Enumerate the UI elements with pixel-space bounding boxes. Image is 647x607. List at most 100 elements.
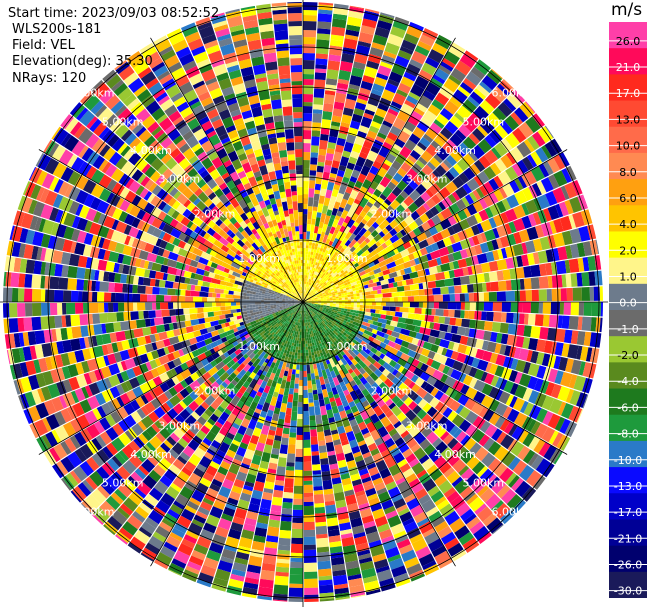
velocity-gate <box>370 145 381 154</box>
velocity-gate <box>547 275 553 289</box>
velocity-gate <box>469 302 476 311</box>
velocity-gate <box>556 288 561 301</box>
velocity-gate <box>325 238 331 245</box>
velocity-gate <box>330 256 335 261</box>
velocity-gate <box>336 269 341 274</box>
velocity-gate <box>532 212 542 226</box>
velocity-gate <box>377 207 385 214</box>
velocity-gate <box>386 131 398 142</box>
velocity-gate <box>279 444 288 455</box>
velocity-gate <box>484 207 494 219</box>
velocity-gate <box>283 492 293 499</box>
velocity-gate <box>273 584 289 595</box>
velocity-gate <box>576 272 583 287</box>
velocity-gate <box>317 388 323 394</box>
velocity-gate <box>329 294 333 297</box>
velocity-gate <box>522 187 534 202</box>
velocity-gate <box>297 401 303 408</box>
velocity-gate <box>351 212 359 222</box>
velocity-gate <box>397 82 412 94</box>
velocity-gate <box>354 284 358 288</box>
velocity-gate <box>364 311 372 317</box>
velocity-gate <box>406 25 423 39</box>
velocity-gate <box>411 50 427 65</box>
velocity-gate <box>325 152 334 162</box>
velocity-gate <box>325 78 338 86</box>
velocity-gate <box>426 175 436 185</box>
velocity-gate <box>329 295 333 298</box>
velocity-gate <box>370 120 382 130</box>
velocity-gate <box>324 249 329 254</box>
velocity-gate <box>392 316 399 322</box>
velocity-gate <box>466 214 479 227</box>
velocity-gate <box>401 174 413 185</box>
velocity-gate <box>473 283 483 293</box>
velocity-gate <box>306 290 308 294</box>
velocity-gate <box>374 253 380 260</box>
velocity-gate <box>385 244 395 253</box>
velocity-gate <box>329 297 333 300</box>
velocity-gate <box>360 261 367 268</box>
velocity-gate <box>435 232 444 241</box>
velocity-gate <box>332 574 348 586</box>
velocity-gate <box>357 257 367 266</box>
velocity-gate <box>516 255 524 268</box>
velocity-gate <box>289 583 303 588</box>
velocity-gate <box>247 313 251 317</box>
velocity-gate <box>389 234 400 244</box>
velocity-gate <box>307 296 311 299</box>
velocity-gate <box>385 297 390 302</box>
velocity-gate <box>558 201 569 217</box>
velocity-gate <box>448 166 460 179</box>
velocity-gate <box>353 107 365 117</box>
velocity-gate <box>439 255 450 265</box>
velocity-gate <box>369 305 374 310</box>
velocity-gate <box>365 308 371 313</box>
velocity-gate <box>425 245 434 254</box>
velocity-gate <box>353 296 357 300</box>
velocity-gate <box>327 141 337 150</box>
velocity-gate <box>370 215 377 223</box>
velocity-gate <box>450 68 467 83</box>
velocity-gate <box>483 195 494 207</box>
velocity-gate <box>417 141 427 151</box>
velocity-gate <box>307 288 310 292</box>
velocity-gate <box>324 159 333 166</box>
velocity-gate <box>323 287 327 290</box>
velocity-gate <box>307 346 311 350</box>
velocity-gate <box>346 93 358 101</box>
velocity-gate <box>391 291 400 297</box>
velocity-gate <box>305 257 308 261</box>
velocity-gate <box>355 287 359 291</box>
velocity-gate <box>340 265 345 270</box>
velocity-gate <box>435 308 444 317</box>
velocity-gate <box>250 312 254 316</box>
velocity-gate <box>328 176 336 184</box>
velocity-gate <box>385 302 395 307</box>
velocity-gate <box>357 40 372 48</box>
velocity-gate <box>437 212 445 222</box>
velocity-gate <box>303 84 314 95</box>
velocity-gate <box>312 277 316 281</box>
velocity-gate <box>303 213 308 224</box>
velocity-gate <box>449 115 463 129</box>
velocity-gate <box>308 300 312 302</box>
velocity-gate <box>375 313 382 319</box>
velocity-gate <box>323 281 327 285</box>
velocity-gate <box>393 225 401 233</box>
velocity-gate <box>299 331 302 335</box>
velocity-gate <box>322 293 326 296</box>
velocity-gate <box>568 214 577 229</box>
velocity-gate <box>527 135 540 151</box>
velocity-gate <box>303 247 306 252</box>
velocity-gate <box>526 154 538 168</box>
velocity-gate <box>312 270 315 274</box>
velocity-gate <box>287 444 296 454</box>
velocity-gate <box>383 50 397 59</box>
velocity-gate <box>369 263 380 272</box>
velocity-gate <box>303 470 313 476</box>
velocity-gate <box>305 290 308 294</box>
velocity-gate <box>311 276 314 281</box>
velocity-gate <box>408 253 415 261</box>
velocity-gate <box>465 71 482 87</box>
